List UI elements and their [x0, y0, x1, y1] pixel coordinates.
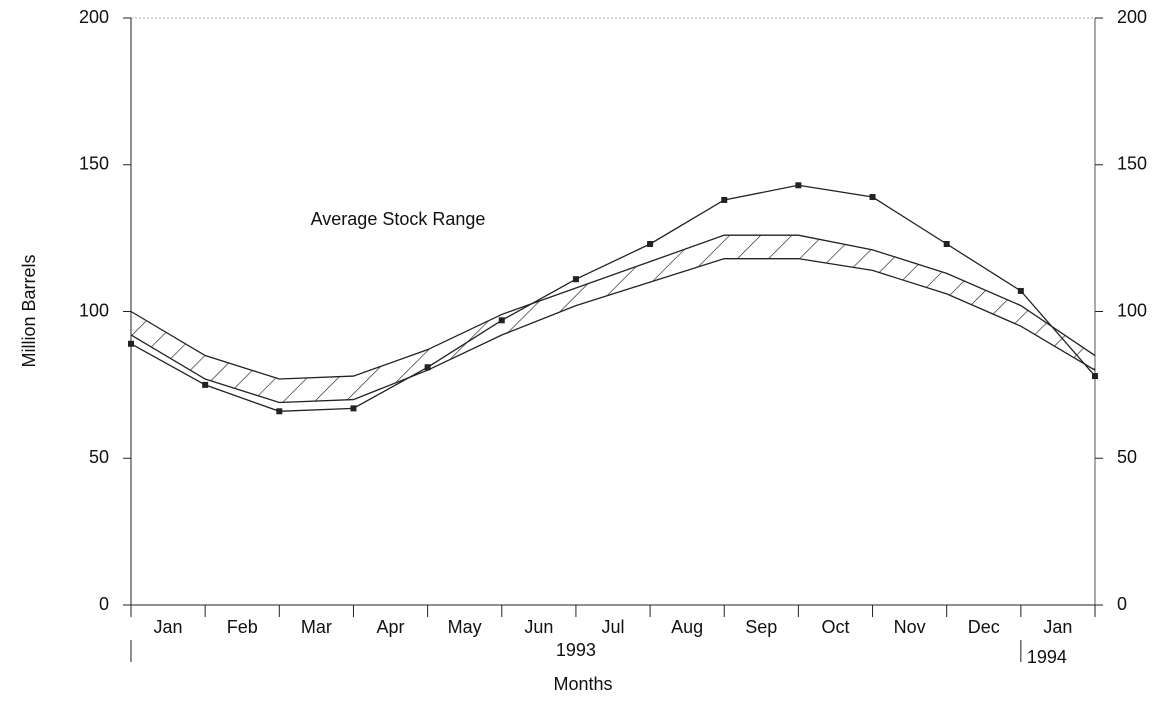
- y-tick-label: 200: [79, 7, 109, 27]
- x-tick-label: Oct: [821, 617, 849, 637]
- y-tick-label: 100: [79, 300, 109, 320]
- x-axis-label: Months: [553, 674, 612, 694]
- point: [647, 240, 654, 247]
- point: [350, 405, 357, 412]
- point: [869, 194, 876, 201]
- plot-frame: [130, 17, 1096, 606]
- point: [1017, 287, 1024, 294]
- point: [498, 317, 505, 324]
- y-axis-label: Million Barrels: [19, 254, 39, 367]
- x-tick-label: Dec: [968, 617, 1000, 637]
- y-tick-label: 0: [99, 594, 109, 614]
- x-tick-label: May: [448, 617, 482, 637]
- point: [795, 182, 802, 189]
- y2-tick-label: 100: [1117, 300, 1147, 320]
- y2-tick-label: 150: [1117, 154, 1147, 174]
- y2-tick-label: 50: [1117, 447, 1137, 467]
- x-tick-label: Jul: [601, 617, 624, 637]
- range-lower: [130, 258, 1096, 404]
- point: [572, 276, 579, 283]
- x-tick-label: Nov: [894, 617, 926, 637]
- x-tick-label: Sep: [745, 617, 777, 637]
- y2-tick-label: 200: [1117, 7, 1147, 27]
- point: [202, 381, 209, 388]
- point: [424, 364, 431, 371]
- x-tick-label: Jan: [154, 617, 183, 637]
- x-tick-label: Feb: [227, 617, 258, 637]
- range-upper: [130, 234, 1096, 380]
- range-label: Average Stock Range: [311, 209, 486, 229]
- point: [128, 340, 134, 347]
- x-tick-label: Jun: [524, 617, 553, 637]
- x-tick-label: Aug: [671, 617, 703, 637]
- year-label: 1994: [1027, 647, 1067, 667]
- point: [721, 196, 728, 203]
- x-tick-label: Apr: [377, 617, 405, 637]
- x-tick-label: Mar: [301, 617, 332, 637]
- line: [130, 184, 1096, 412]
- x-tick-label: Jan: [1043, 617, 1072, 637]
- point: [1092, 373, 1098, 380]
- y-tick-label: 50: [89, 447, 109, 467]
- point: [943, 240, 950, 247]
- point: [276, 408, 283, 415]
- y-tick-label: 150: [79, 154, 109, 174]
- year-label: 1993: [556, 640, 596, 660]
- y2-tick-label: 0: [1117, 594, 1127, 614]
